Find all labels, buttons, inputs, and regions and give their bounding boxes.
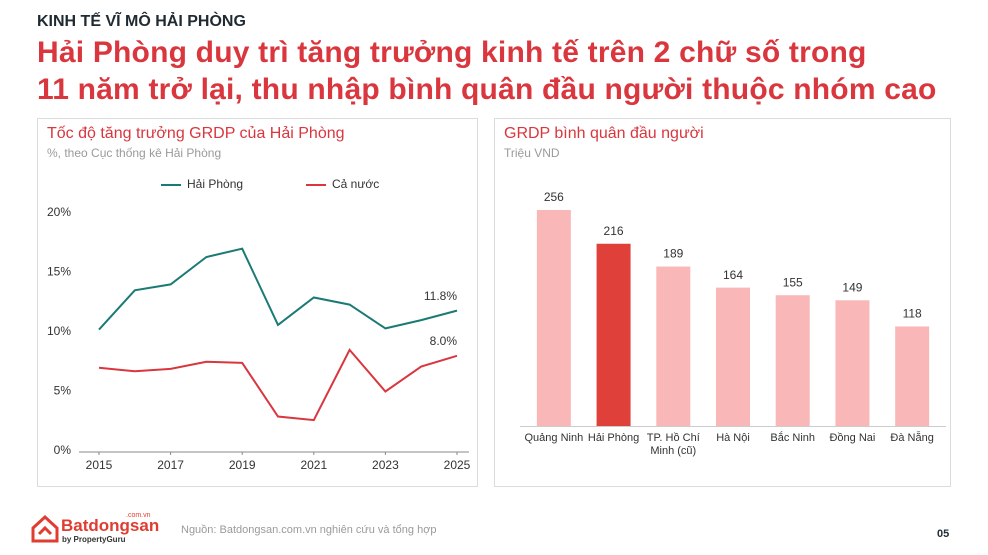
y-tick-label: 0%	[54, 443, 72, 457]
data-label: 189	[663, 247, 683, 261]
logo-domain: .com.vn	[126, 512, 151, 519]
bar	[716, 287, 750, 426]
x-tick-label: 2015	[86, 458, 113, 472]
x-tick-label: TP. Hồ Chí Minh (cũ)	[646, 432, 700, 457]
x-tick-label: Hải Phòng	[587, 432, 640, 444]
data-label: 256	[544, 190, 564, 204]
bar	[895, 326, 930, 426]
data-label: 216	[604, 224, 624, 238]
headline: Hải Phòng duy trì tăng trưởng kinh tế tr…	[37, 36, 867, 69]
legend-label: Hải Phòng	[187, 177, 243, 191]
source: Nguồn: Batdongsan.com.vn nghiên cứu và t…	[181, 524, 437, 536]
x-tick-label: 2017	[157, 458, 184, 472]
data-label: 155	[783, 275, 803, 289]
x-tick-label: 2019	[229, 458, 256, 472]
data-label: 118	[903, 307, 922, 321]
x-tick-label: Đà Nẵng	[890, 432, 934, 444]
series-line	[98, 247, 458, 331]
line-panel: Tốc độ tăng trưởng GRDP của Hải Phòng %,…	[37, 118, 478, 487]
x-tick-label: Đồng Nai	[829, 432, 876, 444]
x-tick-label: Quảng Ninh	[524, 432, 584, 444]
x-tick-label: 2023	[372, 458, 399, 472]
bar	[656, 266, 691, 426]
y-tick-label: 15%	[47, 265, 71, 279]
x-tick-label: 2025	[444, 458, 471, 472]
bar	[835, 300, 870, 426]
kicker: KINH TẾ VĨ MÔ HẢI PHÒNG	[37, 13, 246, 30]
chart-subtitle: Triệu VND	[504, 146, 560, 160]
x-tick-label: Bắc Ninh	[770, 432, 816, 444]
logo-text: Batdongsan	[61, 516, 160, 535]
logo-sub: by PropertyGuru	[62, 535, 126, 544]
y-tick-label: 5%	[54, 384, 72, 398]
y-tick-label: 20%	[47, 205, 71, 219]
logo-icon	[31, 514, 59, 543]
chart-subtitle: %, theo Cục thống kê Hải Phòng	[47, 146, 222, 160]
y-tick-label: 10%	[47, 324, 71, 338]
x-tick-label: 2021	[300, 458, 327, 472]
bar-chart: 256 216 189 164 155 149 118	[520, 190, 946, 427]
headline: 11 năm trở lại, thu nhập bình quân đầu n…	[37, 73, 937, 106]
x-tick-label: Hà Nội	[716, 432, 750, 444]
bar-panel: GRDP bình quân đầu người Triệu VND 256 21…	[494, 118, 951, 487]
data-label: 164	[723, 268, 743, 282]
data-label: 8.0%	[430, 334, 458, 348]
bar	[596, 243, 631, 426]
series-line	[98, 348, 458, 422]
legend-label: Cả nước	[332, 177, 379, 191]
page-number: 05	[937, 528, 950, 540]
line-chart: 0% 5% 10% 15% 20% 2015 2017 2019 2021 2023 2025 Hải…	[47, 177, 471, 472]
data-label: 149	[842, 280, 862, 294]
chart-title: GRDP bình quân đầu người	[504, 125, 704, 142]
data-label: 11.8%	[424, 289, 457, 303]
bar	[775, 295, 810, 426]
bar	[536, 210, 571, 426]
chart-title: Tốc độ tăng trưởng GRDP của Hải Phòng	[47, 125, 345, 142]
